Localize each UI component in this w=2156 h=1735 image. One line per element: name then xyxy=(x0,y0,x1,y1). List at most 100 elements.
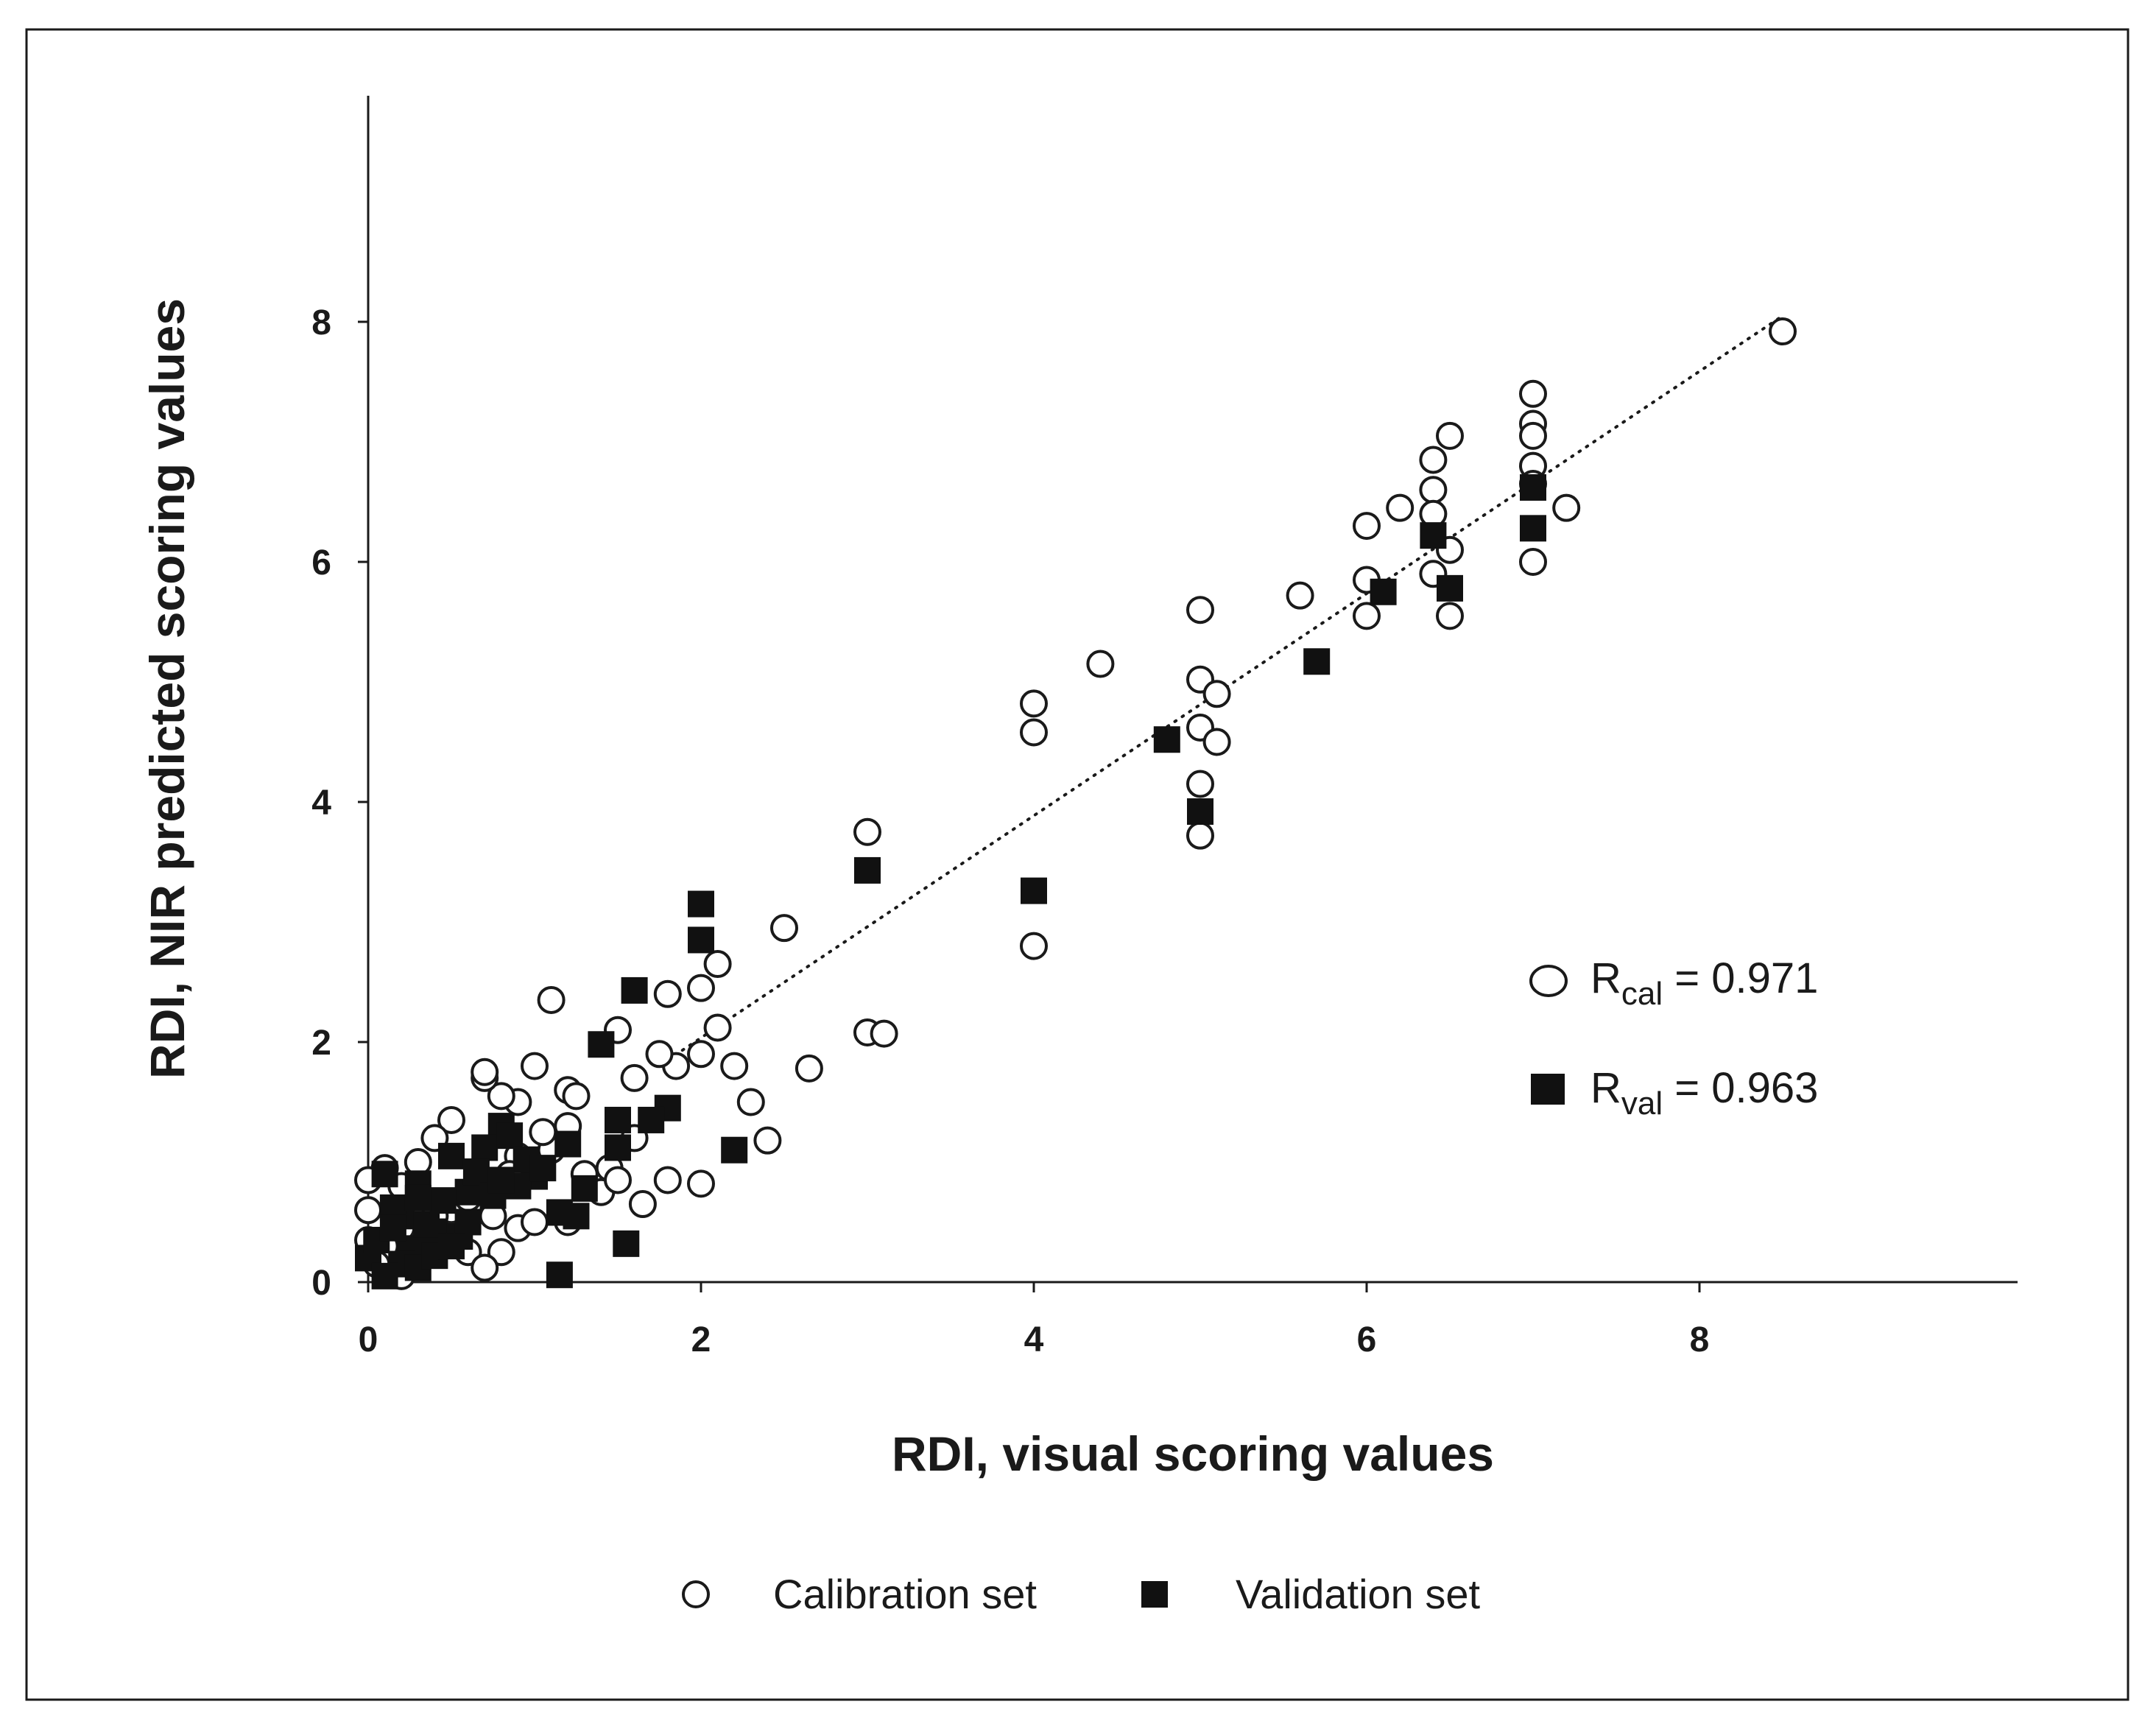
x-tick-label: 8 xyxy=(1690,1320,1710,1359)
calibration-point xyxy=(562,1082,591,1111)
validation-point xyxy=(1153,726,1180,753)
calibration-point xyxy=(1202,728,1231,756)
validation-point xyxy=(454,1208,482,1236)
validation-point xyxy=(471,1134,499,1161)
validation-point xyxy=(404,1184,431,1211)
validation-point xyxy=(571,1175,598,1202)
calibration-point xyxy=(653,979,682,1008)
validation-point xyxy=(605,1106,631,1133)
calibration-point xyxy=(853,817,881,846)
calibration-point xyxy=(703,1013,732,1042)
legend: Calibration set Validation set xyxy=(682,1571,1481,1617)
calibration-point xyxy=(1086,650,1115,678)
calibration-point xyxy=(653,1166,682,1194)
stat-cal: Rcal = 0.971 xyxy=(1529,954,1818,1012)
y-tick-label: 0 xyxy=(311,1264,331,1303)
calibration-point xyxy=(1186,770,1214,798)
legend-validation-label: Validation set xyxy=(1236,1571,1481,1617)
validation-point xyxy=(621,976,648,1004)
calibration-point xyxy=(1286,581,1314,610)
calibration-point xyxy=(471,1253,499,1282)
validation-point xyxy=(438,1233,465,1260)
calibration-point xyxy=(620,1063,649,1092)
validation-point xyxy=(546,1261,573,1289)
legend-calibration-label: Calibration set xyxy=(773,1571,1037,1617)
calibration-point xyxy=(1419,446,1448,474)
calibration-point xyxy=(437,1105,465,1134)
calibration-point xyxy=(720,1052,749,1080)
stat-cal-marker xyxy=(1529,965,1568,997)
calibration-point xyxy=(753,1126,782,1155)
calibration-point xyxy=(1519,379,1547,408)
stat-val-text: Rval = 0.963 xyxy=(1590,1064,1818,1122)
calibration-point xyxy=(1353,512,1381,541)
validation-point xyxy=(721,1136,748,1164)
stat-val-marker xyxy=(1531,1074,1565,1105)
validation-point xyxy=(1187,798,1213,826)
calibration-point xyxy=(1519,548,1547,576)
calibration-point xyxy=(1436,421,1464,450)
validation-point xyxy=(1520,474,1546,501)
y-tick-label: 8 xyxy=(311,303,331,342)
calibration-point xyxy=(1186,821,1214,850)
validation-point xyxy=(371,1262,398,1289)
calibration-point xyxy=(521,1052,549,1080)
validation-point xyxy=(429,1187,457,1214)
validation-point xyxy=(638,1106,665,1133)
y-tick-label: 6 xyxy=(311,543,331,583)
calibration-point xyxy=(870,1019,898,1048)
validation-point xyxy=(1437,574,1463,602)
calibration-point xyxy=(1020,932,1048,960)
calibration-point xyxy=(537,985,566,1014)
validation-point xyxy=(438,1142,465,1169)
x-tick-label: 4 xyxy=(1024,1320,1044,1359)
calibration-point xyxy=(1519,421,1547,450)
validation-point xyxy=(496,1122,524,1150)
calibration-point xyxy=(645,1040,674,1069)
validation-point xyxy=(854,856,881,884)
calibration-point xyxy=(795,1054,823,1083)
validation-point xyxy=(413,1211,440,1238)
x-tick-label: 2 xyxy=(691,1320,711,1359)
calibration-point xyxy=(354,1196,382,1225)
calibration-point xyxy=(1202,680,1231,708)
figure-frame xyxy=(25,28,2129,1701)
validation-point xyxy=(588,1031,615,1058)
calibration-point xyxy=(1552,493,1581,522)
x-axis-ticks: 0 2 4 6 8 xyxy=(359,1282,1710,1359)
stat-cal-text: Rcal = 0.971 xyxy=(1590,954,1818,1012)
x-tick-label: 6 xyxy=(1357,1320,1377,1359)
x-tick-label: 0 xyxy=(359,1320,378,1359)
y-tick-label: 2 xyxy=(311,1024,331,1063)
y-tick-label: 4 xyxy=(311,784,331,823)
validation-point xyxy=(563,1203,590,1230)
validation-point xyxy=(1370,578,1397,605)
validation-point xyxy=(1303,648,1331,675)
validation-point xyxy=(688,890,714,918)
calibration-point xyxy=(687,974,715,1002)
calibration-point xyxy=(1419,476,1448,504)
y-axis-ticks: 0 2 4 6 8 xyxy=(311,303,368,1303)
validation-point xyxy=(554,1130,582,1158)
validation-point xyxy=(605,1134,631,1161)
calibration-point xyxy=(1186,596,1214,624)
calibration-point xyxy=(521,1208,549,1236)
validation-point xyxy=(688,926,714,954)
calibration-point xyxy=(604,1166,632,1194)
calibration-point xyxy=(471,1057,499,1086)
validation-point xyxy=(1420,522,1447,549)
calibration-point xyxy=(1353,602,1381,630)
validation-point xyxy=(1520,515,1546,542)
calibration-point xyxy=(529,1118,557,1147)
validation-point xyxy=(529,1155,557,1182)
validation-point xyxy=(1021,877,1047,904)
calibration-point xyxy=(736,1088,765,1116)
stat-val: Rval = 0.963 xyxy=(1531,1064,1818,1122)
calibration-point xyxy=(628,1190,657,1219)
calibration-point xyxy=(687,1040,715,1069)
calibration-point xyxy=(487,1082,515,1111)
validation-point xyxy=(487,1166,515,1194)
legend-validation-marker xyxy=(1141,1581,1168,1608)
calibration-point xyxy=(1769,317,1797,346)
